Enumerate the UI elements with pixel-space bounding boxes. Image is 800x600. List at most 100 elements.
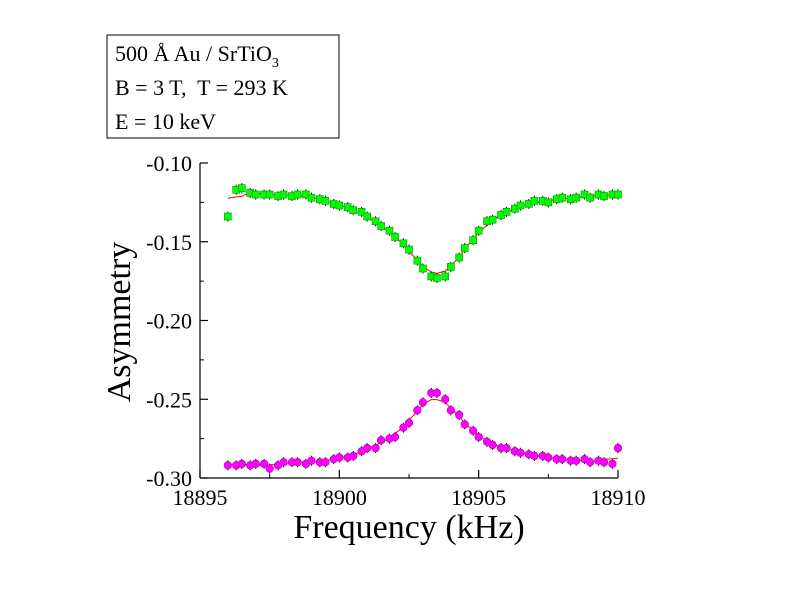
data-point-s0 <box>293 190 302 199</box>
data-point-s0 <box>530 197 539 205</box>
x-tick-label: 18895 <box>173 485 228 510</box>
data-point-s0 <box>419 264 427 273</box>
data-point-s0 <box>614 190 622 199</box>
data-point-s1 <box>446 406 455 415</box>
x-tick-label: 18905 <box>451 485 506 510</box>
data-point-s0 <box>413 256 422 265</box>
data-point-s1 <box>279 458 288 467</box>
data-point-s1 <box>307 456 316 465</box>
y-tick-label: -0.10 <box>146 151 192 176</box>
data-point-s0 <box>335 201 344 210</box>
data-point-s1 <box>516 448 525 457</box>
data-point-s1 <box>586 458 595 467</box>
x-ticks: 18895 18900 18905 18910 <box>173 470 646 510</box>
data-point-s1 <box>349 451 358 461</box>
data-point-s0 <box>488 215 497 224</box>
data-point-s0 <box>474 226 483 235</box>
annotation-line-3: E = 10 keV <box>115 109 216 134</box>
data-point-s1 <box>371 443 380 453</box>
data-point-s1 <box>441 395 450 404</box>
fit-line-1 <box>227 399 619 466</box>
x-axis-title: Frequency (kHz) <box>293 509 524 546</box>
data-point-s0 <box>279 190 288 199</box>
data-point-s0 <box>224 212 232 221</box>
data-point-s0 <box>321 197 330 205</box>
data-point-s0 <box>371 217 380 226</box>
data-point-s1 <box>599 458 609 467</box>
data-point-s0 <box>502 208 511 216</box>
data-point-s0 <box>446 263 455 271</box>
annotation-box: 500 Å Au / SrTiO3 B = 3 T, T = 293 K E =… <box>106 34 340 139</box>
data-point-s1 <box>474 432 483 442</box>
y-ticks: -0.30 -0.25 -0.20 -0.15 -0.10 <box>146 151 208 491</box>
data-point-s1 <box>488 440 497 450</box>
data-point-s1 <box>413 406 422 415</box>
data-point-s1 <box>390 432 400 442</box>
data-point-s1 <box>223 461 232 470</box>
y-tick-label: -0.25 <box>146 387 192 412</box>
y-tick-label: -0.20 <box>146 309 192 334</box>
data-point-s1 <box>544 453 553 462</box>
data-points <box>223 183 623 474</box>
data-point-s1 <box>265 464 274 473</box>
x-tick-label: 18910 <box>591 485 646 510</box>
data-point-s0 <box>433 274 441 282</box>
annotation-line-1: 500 Å Au / SrTiO3 <box>115 41 279 71</box>
data-point-s0 <box>238 184 246 192</box>
annotation-line-1-main: 500 Å Au / SrTiO <box>115 41 272 66</box>
data-point-s0 <box>405 245 413 254</box>
data-point-s1 <box>404 418 414 427</box>
data-point-s1 <box>399 423 408 432</box>
data-point-s0 <box>572 193 581 202</box>
fit-lines <box>227 191 619 466</box>
data-point-s0 <box>600 192 608 200</box>
fit-line-0 <box>227 191 619 274</box>
data-point-s1 <box>293 458 302 467</box>
data-point-s0 <box>363 212 372 221</box>
x-tick-label: 18900 <box>312 485 367 510</box>
y-tick-label: -0.30 <box>146 466 192 491</box>
data-point-s0 <box>544 198 553 207</box>
data-point-s1 <box>572 456 581 465</box>
data-point-s1 <box>460 420 469 429</box>
data-point-s1 <box>455 410 464 420</box>
data-point-s1 <box>377 436 386 445</box>
data-point-s0 <box>516 201 525 210</box>
data-point-s1 <box>502 443 511 453</box>
annotation-frame <box>106 34 340 139</box>
data-point-s1 <box>468 426 478 435</box>
y-tick-label: -0.15 <box>146 230 192 255</box>
data-point-s0 <box>558 193 567 202</box>
data-point-s0 <box>377 222 385 230</box>
data-point-s0 <box>349 206 358 215</box>
data-point-s1 <box>613 443 623 453</box>
data-point-s1 <box>363 443 372 453</box>
data-point-s1 <box>530 451 539 461</box>
data-point-s0 <box>455 253 463 262</box>
annotation-line-2: B = 3 T, T = 293 K <box>115 75 288 100</box>
annotation-line-1-subscript: 3 <box>272 56 279 71</box>
data-point-s0 <box>265 190 274 199</box>
data-point-s1 <box>259 459 269 468</box>
data-point-s0 <box>357 208 366 216</box>
data-point-s1 <box>251 459 260 468</box>
data-point-s1 <box>237 459 246 468</box>
data-point-s0 <box>441 272 450 281</box>
data-point-s1 <box>321 458 330 467</box>
data-point-s1 <box>432 388 441 398</box>
data-point-s1 <box>608 459 617 468</box>
data-point-s0 <box>391 233 399 241</box>
axes: -0.30 -0.25 -0.20 -0.15 -0.10 18895 18900 1890… <box>146 151 645 510</box>
data-point-s0 <box>399 239 408 248</box>
data-point-s0 <box>586 193 594 202</box>
data-point-s0 <box>307 193 316 202</box>
data-point-s1 <box>558 455 567 464</box>
data-point-s0 <box>385 226 394 235</box>
data-point-s0 <box>460 244 469 252</box>
data-point-s1 <box>418 398 428 407</box>
data-point-s0 <box>251 190 260 199</box>
y-axis-title: Asymmetry <box>101 242 138 403</box>
data-point-s1 <box>335 453 344 462</box>
data-point-s0 <box>469 236 477 244</box>
